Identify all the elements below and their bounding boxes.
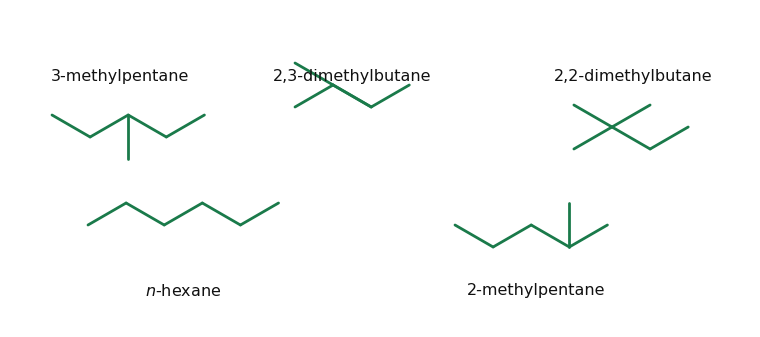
Text: $n$-hexane: $n$-hexane	[145, 283, 221, 299]
Text: 2,3-dimethylbutane: 2,3-dimethylbutane	[273, 69, 432, 84]
Text: 2,2-dimethylbutane: 2,2-dimethylbutane	[554, 69, 712, 84]
Text: 2-methylpentane: 2-methylpentane	[467, 283, 606, 298]
Text: 3-methylpentane: 3-methylpentane	[51, 69, 189, 84]
